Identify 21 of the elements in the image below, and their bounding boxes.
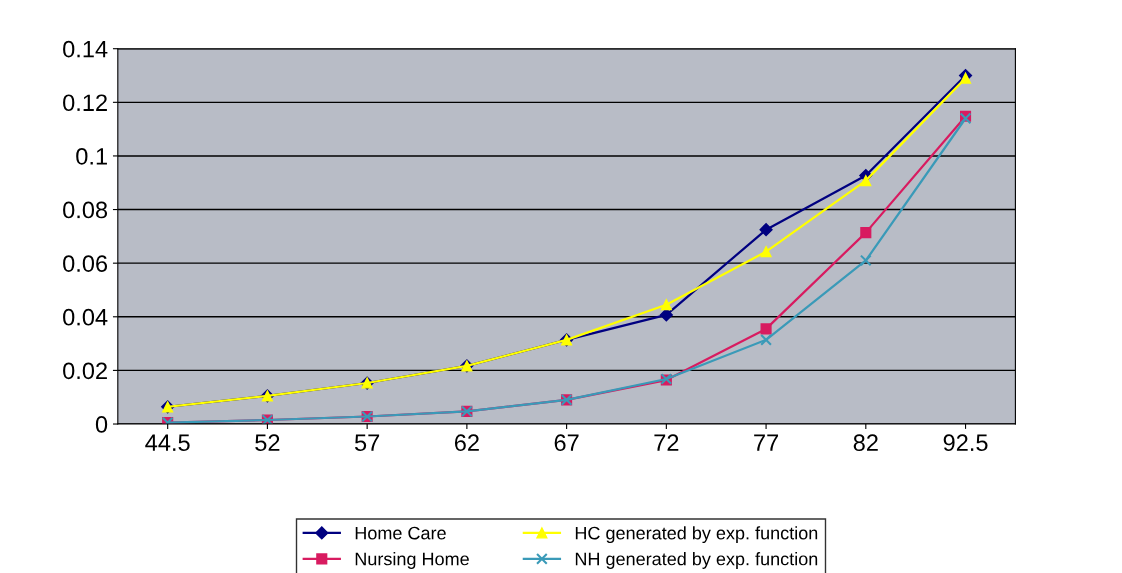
x-tick-label: 77 — [754, 434, 779, 451]
x-tick-label: 92.5 — [943, 434, 988, 452]
legend-label: Nursing Home — [355, 552, 469, 569]
y-tick-label: 0.06 — [63, 255, 108, 272]
x-tick-label: 82 — [853, 434, 878, 452]
y-tick-label: 0.1 — [76, 148, 107, 165]
y-tick-label: 0.12 — [63, 94, 107, 112]
y-tick-label: 0.08 — [63, 201, 108, 219]
y-tick-label: 0.04 — [63, 308, 108, 326]
y-tick-label: 0.14 — [63, 40, 108, 58]
x-tick-label: 62 — [454, 434, 479, 452]
x-tick-label: 52 — [255, 434, 280, 452]
x-tick-label: 44.5 — [145, 434, 190, 452]
y-tick-label: 0.02 — [63, 362, 107, 380]
x-tick-label: 57 — [354, 434, 380, 452]
legend-label: HC generated by exp. function — [575, 526, 818, 544]
legend-label: NH generated by exp. function — [575, 552, 818, 569]
x-tick-label: 72 — [654, 434, 679, 451]
y-tick-label: 0 — [95, 416, 108, 433]
x-tick-label: 67 — [554, 434, 579, 452]
legend-label: Home Care — [355, 526, 446, 540]
